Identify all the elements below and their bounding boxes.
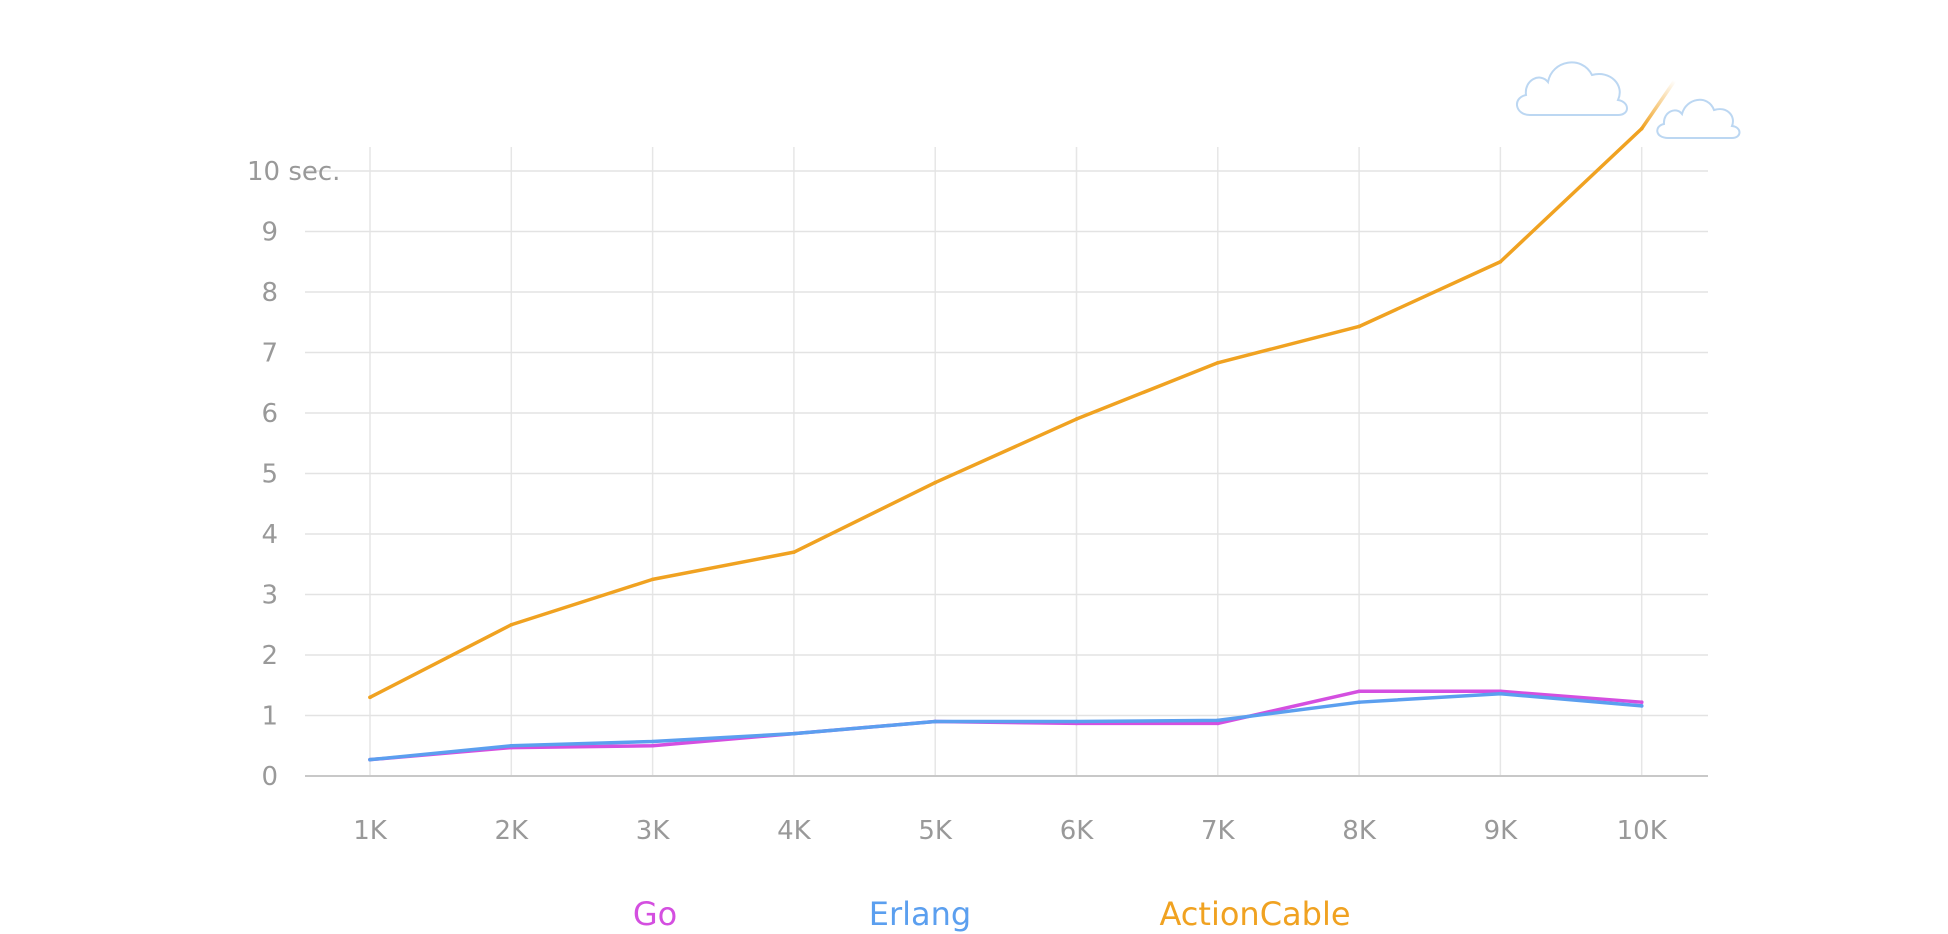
- data-point-erlang: [509, 743, 514, 748]
- data-point-erlang: [368, 757, 372, 762]
- data-point-actioncable: [1074, 417, 1079, 421]
- data-point-actioncable: [933, 480, 937, 485]
- legend-item-erlang: Erlang: [869, 895, 971, 933]
- cloud-decorations: [1516, 61, 1741, 139]
- x-tick-label: 4K: [777, 816, 812, 846]
- data-point-actioncable: [792, 550, 796, 554]
- data-point-erlang: [792, 731, 796, 736]
- y-tick-label: 0: [261, 762, 278, 792]
- y-axis-tick-labels: 0 1 2 3 4 5 6 7 8 9 10 sec.: [247, 157, 340, 792]
- x-tick-label: 1K: [353, 816, 388, 846]
- y-tick-label: 2: [261, 641, 278, 671]
- data-point-go: [1357, 689, 1361, 694]
- y-tick-label: 6: [261, 399, 278, 429]
- data-point-erlang: [1498, 691, 1503, 696]
- data-point-go: [650, 743, 655, 748]
- series-line-actioncable: [368, 126, 1644, 700]
- legend: Go Erlang ActionCable: [633, 895, 1351, 933]
- data-point-erlang: [650, 739, 655, 744]
- y-tick-label: 3: [261, 581, 278, 611]
- data-point-go: [1639, 700, 1644, 704]
- cloud-icon: [1516, 61, 1628, 116]
- legend-item-go: Go: [633, 895, 677, 933]
- data-point-actioncable: [1357, 324, 1361, 329]
- x-tick-label: 8K: [1342, 816, 1377, 846]
- y-tick-label: 9: [261, 218, 278, 248]
- x-tick-label: 3K: [636, 816, 671, 846]
- data-point-erlang: [1074, 719, 1079, 724]
- data-point-erlang: [1357, 700, 1361, 704]
- series-line-erlang: [368, 691, 1644, 762]
- x-tick-label: 5K: [918, 816, 953, 846]
- data-point-actioncable: [1216, 360, 1220, 365]
- data-point-erlang: [933, 719, 937, 724]
- data-point-actioncable: [1498, 259, 1503, 264]
- y-tick-label: 7: [261, 339, 278, 369]
- series-line-tail: [1639, 78, 1677, 131]
- series-line-go: [368, 689, 1644, 762]
- x-tick-label: 2K: [495, 816, 530, 846]
- data-point-erlang: [1639, 704, 1644, 708]
- x-tick-label: 7K: [1201, 816, 1236, 846]
- x-axis-tick-labels: 1K 2K 3K 4K 5K 6K 7K 8K 9K 10K: [353, 816, 1668, 846]
- y-tick-label: 4: [261, 520, 278, 550]
- data-point-actioncable: [368, 695, 372, 700]
- data-point-erlang: [1216, 718, 1220, 723]
- y-tick-label: 8: [261, 278, 278, 308]
- data-point-go: [1216, 721, 1220, 726]
- y-tick-label: 5: [261, 460, 278, 490]
- series-lines: [368, 78, 1677, 762]
- horizontal-gridlines: [305, 170, 1708, 777]
- data-point-actioncable: [650, 577, 655, 582]
- data-point-actioncable: [509, 622, 514, 627]
- y-tick-label: 1: [261, 702, 278, 732]
- y-tick-label: 10 sec.: [247, 157, 340, 187]
- legend-item-actioncable: ActionCable: [1159, 895, 1350, 933]
- x-tick-label: 10K: [1617, 816, 1668, 846]
- x-tick-label: 9K: [1484, 816, 1519, 846]
- cloud-icon: [1656, 99, 1741, 139]
- x-tick-label: 6K: [1060, 816, 1095, 846]
- vertical-gridlines: [369, 147, 1643, 776]
